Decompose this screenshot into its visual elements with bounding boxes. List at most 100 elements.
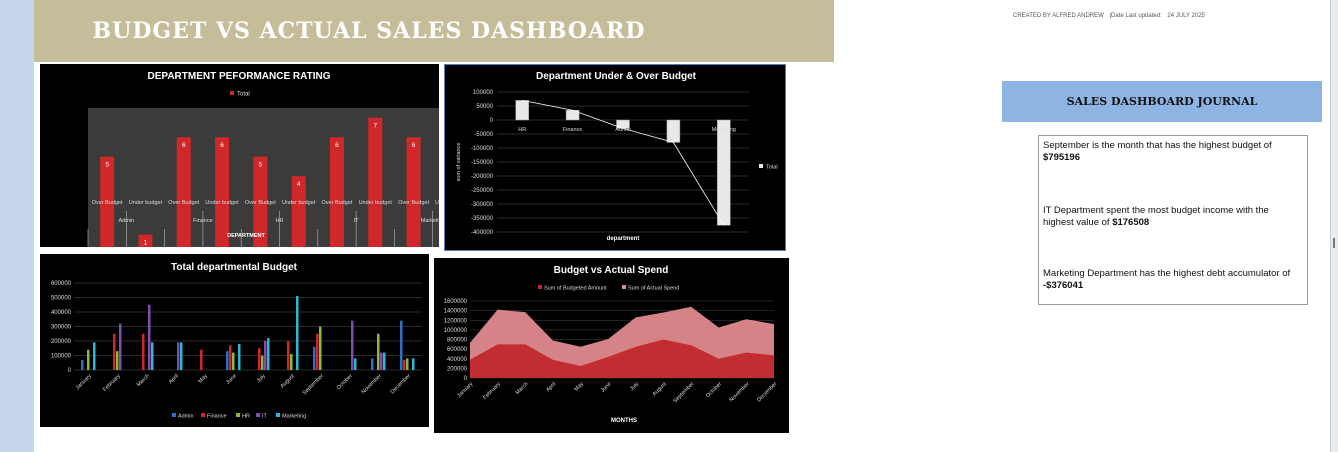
tick-label: June [600,381,613,394]
tick-label: 500000 [51,296,72,302]
bar [267,338,270,370]
tick-label: August [280,373,297,390]
tick-label: 800000 [447,338,468,344]
tick-label: -250000 [471,188,494,194]
tick-label: Under budget [282,200,316,206]
tick-label: -150000 [471,160,494,166]
tick-label: -100000 [471,146,494,152]
journal-note-value: $176508 [1112,217,1150,228]
credits-line: CREATED BY ALFRED ANDREW |Date Last upda… [1013,13,1209,19]
bar [113,333,116,370]
bar [119,323,122,370]
budget-chart: Total departmental Budget 0 100000 200000 30… [51,262,422,420]
bar [238,343,241,370]
department-label: IT [354,218,360,224]
bar [313,346,316,370]
tick-label: Under budget [205,200,239,206]
tick-label: March [136,373,151,388]
tick-label: February [482,381,502,401]
tick-label: 0 [490,118,494,124]
bar [400,320,403,370]
tick-label: HR [518,127,526,133]
tick-label: Under budget [359,200,393,206]
tick-label: Over Budget [322,200,353,206]
budget-chart-panel[interactable]: Total departmental Budget 0 100000 200000 30… [40,254,429,427]
tick-label: September [302,373,325,396]
bar [200,349,203,370]
tick-label: July [629,381,640,392]
bar [151,342,154,370]
tick-label: 0 [68,368,72,374]
rating-chart-panel[interactable]: DEPARTMENT PEFORMANCE RATING Total 5 1 6 6 5 4 6… [40,64,439,247]
bar [148,304,151,370]
axis-title: sum of variance [456,143,462,182]
journal-note-text: September is the month that has the high… [1043,140,1272,151]
bar [380,352,383,370]
tick-label: Finance [563,127,583,133]
legend-label: HR [242,414,250,420]
spend-chart-panel[interactable]: Budget vs Actual Spend 0 200000 400000 60000… [434,258,789,433]
journal-note-value: $795196 [1043,152,1080,163]
legend-swatch [172,413,176,417]
bar [81,359,84,370]
bar [368,117,383,247]
variance-chart-panel[interactable]: Department Under & Over Budget 100000 5000… [444,64,786,251]
chart-title: Total departmental Budget [171,262,298,273]
journal-note-text: Marketing Department has the highest deb… [1043,268,1291,279]
axis-title: department [607,236,640,242]
tick-label: 100000 [473,90,494,96]
tick-label: January [456,381,474,399]
tick-label: January [75,373,93,391]
data-label: 1 [144,240,148,247]
tick-label: -200000 [471,174,494,180]
axis-title: MONTHS [611,418,637,424]
bar [180,342,183,370]
tick-label: May [573,381,585,393]
bar [232,352,235,370]
data-label: 6 [182,142,186,149]
data-label: 6 [220,142,224,149]
department-label: Finance [193,218,213,224]
tick-label: 200000 [51,339,72,345]
bar [316,333,319,370]
legend-label: Marketing [282,414,306,420]
tick-label: Admin [615,127,631,133]
tick-label: Over Budget [92,200,123,206]
tick-label: Under budget [435,200,439,206]
legend-label: Sum of Budgeted Amount [544,286,607,292]
scrollbar-grip-icon[interactable] [1333,238,1335,248]
tick-label: October [705,381,723,399]
axis-title: DEPARTMENT [227,233,265,239]
tick-label: June [225,373,238,386]
tick-label: -400000 [471,230,494,236]
tick-label: 200000 [447,366,468,372]
department-label: Marketing [421,218,439,224]
bar [100,156,115,247]
tick-label: March [515,381,530,396]
created-by: CREATED BY ALFRED ANDREW [1013,13,1104,19]
bar [226,351,229,370]
tick-label: Marketing [712,127,736,133]
tick-label: February [102,373,122,393]
vertical-scrollbar[interactable] [1330,0,1338,452]
legend-swatch [236,413,240,417]
tick-label: 600000 [447,347,468,353]
bar [319,326,322,370]
tick-label: April [168,373,180,385]
tick-label: November [361,373,383,395]
data-label: 5 [259,162,263,169]
journal-textbox[interactable]: September is the month that has the high… [1038,135,1308,305]
bar [717,119,731,226]
bar [377,333,380,370]
tick-label: Over Budget [398,200,429,206]
legend-swatch [201,413,205,417]
department-label: HR [276,218,284,224]
legend-label: Finance [207,414,227,420]
bar [142,333,145,370]
legend-label: Total [766,165,778,171]
data-label: 5 [105,162,109,169]
tick-label: -50000 [474,132,493,138]
legend-swatch [759,164,763,168]
area-series [470,339,774,378]
journal-note: September is the month that has the high… [1043,140,1301,164]
